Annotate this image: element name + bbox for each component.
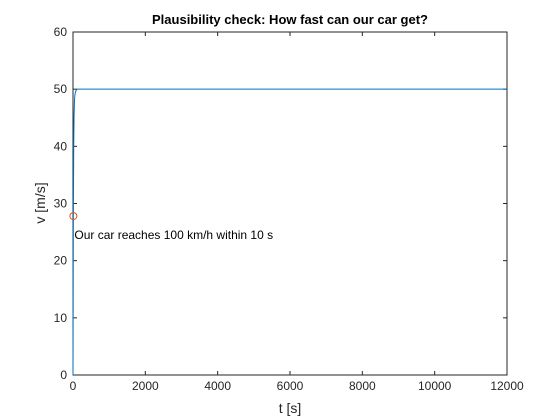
y-axis-label: v [m/s]	[32, 182, 48, 223]
y-tick-label: 0	[60, 368, 67, 382]
x-tick-label: 12000	[490, 379, 524, 393]
y-tick-label: 20	[54, 254, 68, 268]
x-axis: 0 2000 4000 6000 8000 10000 12000	[70, 32, 524, 393]
x-tick-label: 8000	[349, 379, 376, 393]
series-layer	[72, 88, 507, 376]
marker-layer	[69, 212, 78, 221]
x-tick-label: 10000	[418, 379, 452, 393]
annotation-layer: Our car reaches 100 km/h within 10 s	[74, 228, 273, 242]
annotation-text: Our car reaches 100 km/h within 10 s	[74, 228, 273, 242]
x-tick-label: 4000	[204, 379, 231, 393]
y-tick-label: 60	[54, 25, 68, 39]
y-tick-label: 10	[54, 311, 68, 325]
x-axis-label: t [s]	[279, 400, 302, 416]
y-axis: 0 10 20 30 40 50 60	[54, 25, 507, 382]
y-tick-label: 30	[54, 197, 68, 211]
x-tick-label: 6000	[277, 379, 304, 393]
y-tick-label: 40	[54, 139, 68, 153]
chart-title: Plausibility check: How fast can our car…	[152, 12, 428, 27]
x-tick-label: 0	[70, 379, 77, 393]
highlight-marker	[69, 212, 78, 221]
y-tick-label: 50	[54, 82, 68, 96]
series-line-0	[72, 88, 507, 376]
x-tick-label: 2000	[132, 379, 159, 393]
plot-area	[72, 31, 508, 376]
